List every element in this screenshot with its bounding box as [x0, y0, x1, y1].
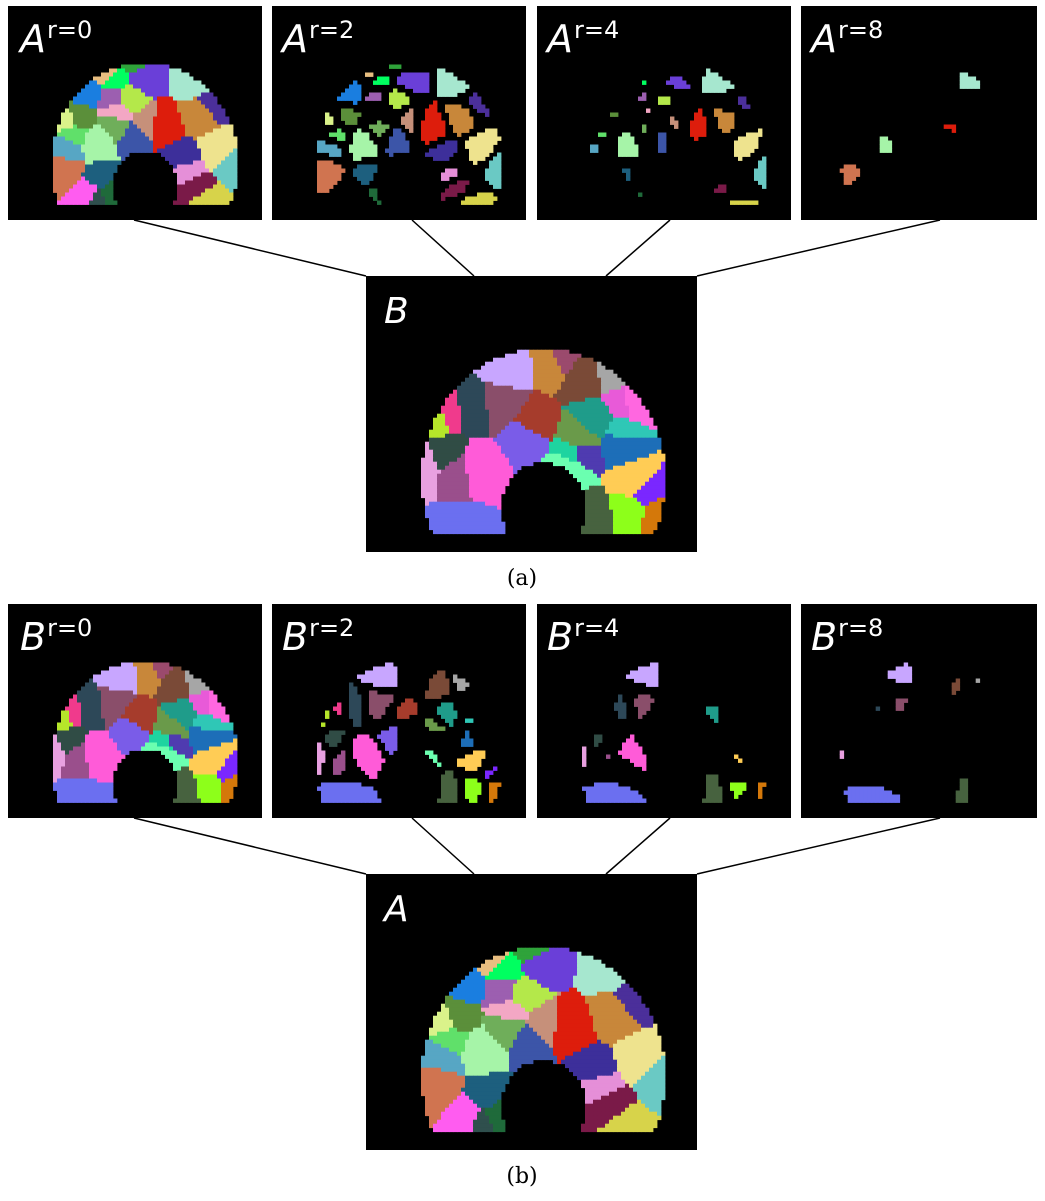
panel-a-r2: Ar=2	[272, 6, 526, 220]
connector-b-r0	[133, 817, 367, 875]
panel-label: Br=0	[20, 614, 93, 659]
panel-a-r4: Ar=4	[537, 6, 791, 220]
panel-b-r8: Br=8	[801, 604, 1037, 818]
panel-b-bottom-A: A	[366, 874, 697, 1150]
connector-a-r8	[696, 219, 941, 277]
panel-a-r8: Ar=8	[801, 6, 1037, 220]
panel-label: A	[384, 889, 409, 930]
connector-a-r0	[133, 219, 367, 277]
panel-label: Ar=4	[547, 16, 620, 61]
connector-b-r8	[696, 817, 941, 875]
connector-a-r2	[411, 219, 475, 277]
caption-b: (b)	[506, 1164, 538, 1189]
panel-label: Br=4	[547, 614, 620, 659]
panel-a-r0: Ar=0	[8, 6, 262, 220]
cell-segmentation	[317, 662, 502, 803]
cell-segmentation	[590, 68, 767, 205]
panel-a-bottom-B: B	[366, 276, 697, 552]
cell-segmentation	[582, 662, 767, 803]
panel-label: Br=8	[811, 614, 884, 659]
panel-b-r0: Br=0	[8, 604, 262, 818]
panel-b-r4: Br=4	[537, 604, 791, 818]
cell-segmentation	[839, 662, 981, 803]
panel-label: Br=2	[282, 614, 355, 659]
cell-segmentation	[421, 349, 666, 535]
cell-segmentation	[53, 64, 238, 205]
panel-label: Ar=8	[811, 16, 884, 61]
panel-label: B	[384, 291, 409, 332]
panel-label: Ar=2	[282, 16, 355, 61]
cell-segmentation	[839, 72, 981, 185]
connector-a-r4	[605, 219, 671, 277]
connector-b-r4	[605, 817, 671, 875]
panel-label: Ar=0	[20, 16, 93, 61]
connector-b-r2	[411, 817, 475, 875]
cell-segmentation	[421, 947, 666, 1133]
panel-b-r2: Br=2	[272, 604, 526, 818]
cell-segmentation	[53, 662, 238, 803]
caption-a: (a)	[506, 566, 538, 591]
cell-segmentation	[317, 64, 502, 205]
